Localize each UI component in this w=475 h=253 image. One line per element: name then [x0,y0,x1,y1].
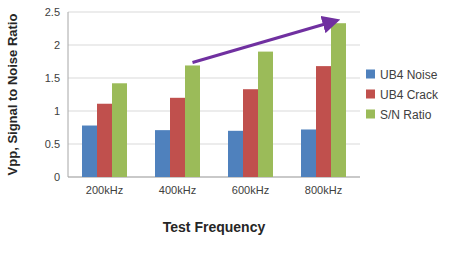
chart-container: 0 0.5 1 1.5 2 2.5 200kHz 400kHz 600kHz 800kHz Test… [0,0,475,253]
trend-arrow [193,21,335,62]
x-axis-title: Test Frequency [163,219,266,235]
bar [316,66,331,177]
legend-swatch [366,90,375,99]
x-tick-label: 400kHz [159,184,196,196]
bar [331,23,346,177]
legend-label: S/N Ratio [380,108,432,122]
y-axis-line [68,12,69,177]
bar [170,98,185,177]
bar [155,130,170,177]
bars-group [82,23,346,177]
y-tick-label: 2 [54,39,60,51]
bar [112,83,127,177]
y-tick-label: 0 [54,171,60,183]
y-tick-label: 2.5 [45,6,60,18]
legend-label: UB4 Noise [380,68,438,82]
chart-svg: 0 0.5 1 1.5 2 2.5 200kHz 400kHz 600kHz 800kHz Test… [0,0,475,253]
bar [301,129,316,177]
bar [228,131,243,177]
legend-swatch [366,70,375,79]
bar [243,89,258,177]
y-tick-label: 1.5 [45,72,60,84]
bar [185,65,200,177]
legend-swatch [366,110,375,119]
x-tick-label: 600kHz [232,184,269,196]
bar [97,104,112,177]
bar [258,52,273,177]
y-tick-label: 0.5 [45,138,60,150]
bar [82,126,97,177]
grid-line [68,12,360,13]
x-tick-label: 800kHz [305,184,342,196]
legend-label: UB4 Crack [380,88,439,102]
y-tick-label: 1 [54,105,60,117]
y-axis-title: Vpp, Signal to Noise Ratio [5,14,20,176]
x-tick-label: 200kHz [86,184,123,196]
grid-line [68,45,360,46]
